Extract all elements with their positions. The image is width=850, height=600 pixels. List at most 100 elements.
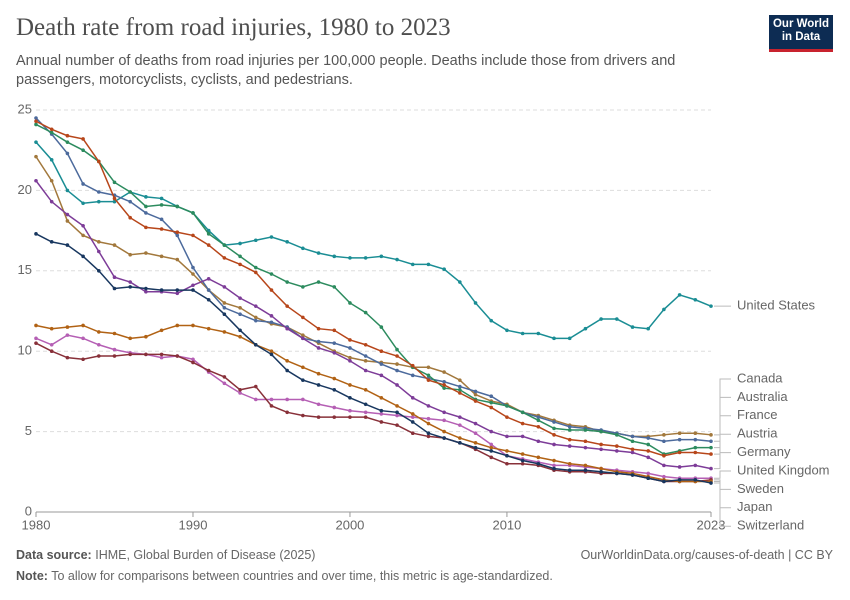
data-point [395, 368, 399, 373]
label-connector [714, 452, 731, 470]
legend-label: Canada [737, 370, 783, 385]
logo[interactable]: Our World in Data [769, 15, 833, 52]
data-point [646, 476, 651, 481]
data-point [552, 466, 556, 471]
data-point [520, 434, 525, 439]
note: Note: To allow for comparisons between c… [16, 569, 553, 583]
label-connector [714, 378, 731, 436]
data-point [269, 352, 274, 357]
data-point [206, 297, 211, 302]
data-point [458, 415, 462, 419]
data-point [348, 256, 352, 260]
data-point [222, 285, 227, 289]
source-text[interactable]: IHME, Global Burden of Disease (2025) [95, 548, 316, 562]
data-point [395, 362, 399, 366]
data-point [65, 140, 70, 144]
data-point [301, 413, 305, 418]
data-point [599, 442, 603, 447]
data-point [567, 336, 572, 341]
data-point [175, 257, 180, 262]
data-point [112, 196, 117, 201]
data-point [144, 286, 148, 291]
data-point [49, 326, 54, 331]
legend-label: Australia [737, 389, 788, 404]
data-point [316, 415, 321, 419]
series-line [35, 233, 712, 484]
data-point [473, 392, 478, 397]
legend-label: United States [737, 298, 816, 313]
data-point [332, 405, 337, 410]
data-point [49, 199, 54, 204]
data-point [442, 370, 446, 374]
data-point [159, 217, 164, 222]
data-point [96, 330, 101, 334]
data-point [34, 116, 38, 120]
data-point [34, 341, 38, 345]
data-point [128, 280, 132, 284]
data-point [34, 178, 38, 183]
data-point [269, 288, 274, 292]
data-point [206, 232, 211, 236]
data-point [363, 415, 368, 419]
data-point [301, 246, 305, 251]
data-point [65, 133, 70, 138]
data-point [410, 412, 415, 416]
data-point [646, 436, 651, 440]
data-point [316, 251, 321, 255]
data-point [709, 466, 713, 471]
url[interactable]: OurWorldinData.org/causes-of-death | CC … [580, 548, 833, 562]
data-point [693, 478, 698, 482]
data-point [442, 383, 446, 387]
data-point [301, 315, 305, 320]
data-point [520, 458, 525, 463]
y-tick-label: 20 [18, 182, 32, 197]
data-point [269, 272, 274, 276]
label-connector [714, 470, 731, 479]
data-point [458, 441, 462, 445]
data-point [34, 323, 38, 328]
data-point [285, 280, 289, 284]
data-point [552, 458, 556, 463]
data-point [410, 396, 415, 400]
data-point [159, 227, 164, 231]
data-point [693, 431, 698, 436]
data-point [144, 352, 148, 357]
data-point [96, 354, 101, 358]
data-point [458, 384, 462, 389]
data-point [49, 158, 54, 162]
data-point [112, 243, 117, 247]
data-point [269, 397, 274, 402]
data-point [379, 396, 384, 400]
legend-label: Austria [737, 426, 778, 441]
data-point [599, 447, 603, 452]
data-point [65, 333, 70, 337]
data-point [112, 275, 117, 280]
data-point [379, 412, 384, 416]
data-point [253, 265, 258, 270]
data-point [332, 415, 337, 419]
data-point [395, 257, 399, 262]
series-line [35, 324, 711, 483]
data-point [505, 415, 509, 419]
data-point [520, 421, 525, 426]
data-point [332, 341, 337, 345]
data-point [238, 312, 242, 317]
data-point [662, 307, 666, 312]
data-point [646, 326, 651, 331]
data-point [285, 368, 289, 373]
data-point [379, 349, 384, 354]
data-point [222, 243, 227, 247]
data-point [96, 240, 101, 244]
data-point [81, 223, 85, 228]
data-point [567, 468, 572, 472]
data-point [191, 357, 195, 362]
note-label: Note: [16, 569, 48, 583]
data-point [253, 238, 258, 243]
data-point [128, 352, 132, 357]
data-point [395, 423, 399, 427]
data-point [693, 297, 698, 302]
data-point [285, 410, 289, 415]
data-point [363, 387, 368, 392]
data-point [646, 442, 651, 447]
data-point [630, 434, 635, 439]
